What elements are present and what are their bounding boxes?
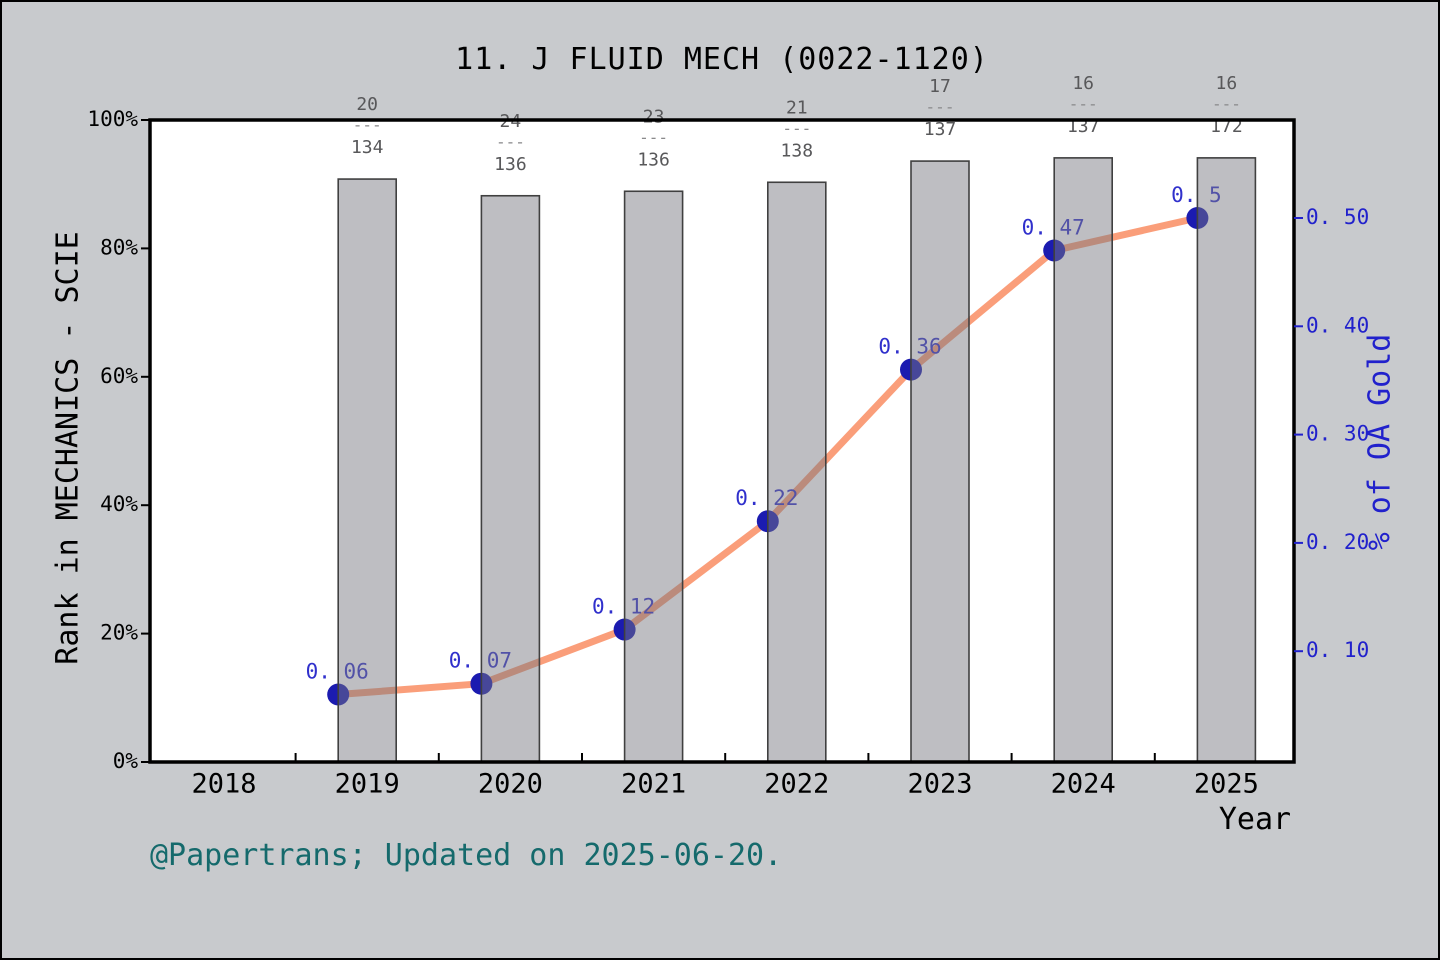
point-label: 0. 07 (449, 649, 512, 673)
bar (1196, 157, 1257, 763)
right-tick-label: 0. 50 (1306, 205, 1369, 229)
chart-title: 11. J FLUID MECH (0022-1120) (455, 42, 989, 77)
x-tick-label: 2025 (1194, 769, 1259, 800)
fraction-numerator: 23 (643, 106, 665, 127)
point-label: 0. 5 (1171, 183, 1222, 207)
rank-fraction-label: 16---137 (1067, 73, 1100, 137)
x-tick-label: 2020 (478, 769, 543, 800)
x-axis-title: Year (1218, 802, 1292, 837)
fraction-numerator: 16 (1216, 73, 1238, 94)
fraction-numerator: 16 (1072, 73, 1094, 94)
plot-border (148, 118, 1296, 764)
bar (910, 160, 970, 763)
point-label: 0. 06 (306, 660, 369, 684)
bar (766, 181, 827, 763)
bar (623, 190, 684, 763)
fraction-separator: --- (1212, 94, 1241, 113)
plot-area (150, 120, 1294, 762)
point-label: 0. 36 (878, 335, 941, 359)
bar (480, 194, 541, 763)
x-tick-label: 2024 (1051, 769, 1116, 800)
bar (337, 178, 398, 763)
fraction-denominator: 136 (494, 154, 527, 175)
bar (1053, 157, 1113, 763)
rank-fraction-label: 21--- 138 (781, 97, 814, 161)
point-label: 0. 22 (735, 486, 798, 510)
fraction-denominator: 136 (637, 149, 670, 170)
rank-fraction-label: 16---172 (1210, 73, 1243, 137)
point-label: 0. 47 (1022, 215, 1085, 239)
point-label: 0. 12 (592, 595, 655, 619)
fraction-separator: --- (782, 119, 811, 138)
right-tick-label: 0. 20 (1306, 530, 1369, 554)
right-tick-label: 0. 40 (1306, 313, 1369, 337)
left-tick-label: 100% (87, 107, 138, 131)
x-tick-label: 2021 (621, 769, 686, 800)
fraction-separator: --- (639, 128, 668, 147)
rank-fraction-label: 20---134 (351, 94, 384, 158)
fraction-denominator: 137 (924, 119, 957, 140)
x-tick-label: 2018 (191, 769, 256, 800)
fraction-numerator: 17 (929, 76, 951, 97)
fraction-separator: --- (1069, 94, 1098, 113)
left-tick-label: 0% (113, 749, 139, 773)
x-tick-label: 2022 (764, 769, 829, 800)
left-tick-label: 60% (100, 364, 138, 388)
watermark-text: @Papertrans; Updated on 2025-06-20. (150, 838, 783, 873)
fraction-denominator: 138 (781, 140, 814, 161)
right-tick-label: 0. 30 (1306, 422, 1369, 446)
rank-fraction-label: 23--- 136 (637, 106, 670, 170)
fraction-numerator: 20 (356, 94, 378, 115)
left-tick-label: 20% (100, 621, 138, 645)
left-axis-title: Rank in MECHANICS - SCIE (50, 231, 86, 665)
fraction-denominator: 134 (351, 137, 384, 158)
right-tick-label: 0. 10 (1306, 638, 1369, 662)
fraction-numerator: 21 (786, 97, 808, 118)
x-tick-label: 2023 (907, 769, 972, 800)
right-axis-title: % of OA Gold (1362, 333, 1398, 551)
x-tick-label: 2019 (335, 769, 400, 800)
fraction-separator: --- (496, 132, 525, 151)
fraction-separator: --- (926, 98, 955, 117)
rank-fraction-label: 17--- 137 (924, 76, 957, 140)
left-tick-label: 80% (100, 235, 138, 259)
left-tick-label: 40% (100, 492, 138, 516)
